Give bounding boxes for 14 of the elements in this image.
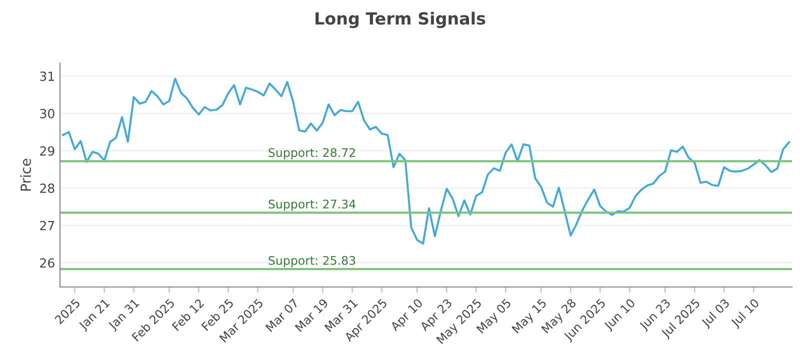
line-series [62,78,790,245]
ref-line-label: Support: 28.72 [268,148,355,160]
ref-line-label: Support: 27.34 [268,200,356,211]
y-tick-label: 26 [40,258,54,268]
y-tick-label: 27 [40,220,54,230]
chart-title: Long Term Signals [316,12,486,28]
x-tick-label: Jul 03 [700,298,732,330]
y-tick-label: 28 [40,184,54,193]
y-tick-label: 30 [40,108,54,118]
y-tick-label: 31 [40,72,54,81]
ref-line-label: Support: 25.83 [268,256,356,268]
y-axis-title: Price [20,158,31,191]
x-tick-label: Jul 10 [730,298,762,330]
y-tick-label: 29 [40,146,54,156]
